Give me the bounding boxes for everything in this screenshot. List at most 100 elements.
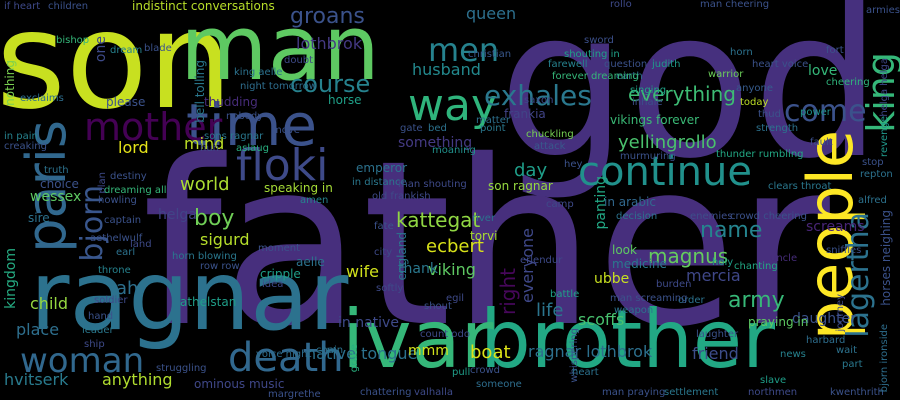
word-earth: earth <box>616 71 643 82</box>
word-sons-ragnar: sons ragnar <box>204 131 264 142</box>
word-earl: earl <box>116 247 136 258</box>
word-sigurd: sigurd <box>200 230 250 249</box>
word-come: come <box>784 94 867 129</box>
word-torvi: torvi <box>470 229 498 243</box>
word-softly: softly <box>376 283 404 294</box>
word-battle: battle <box>550 289 580 300</box>
word-today: today <box>740 97 769 108</box>
word-army: army <box>728 288 785 313</box>
word-daughter: daughter <box>792 311 856 327</box>
word-native-tongue: native tongue <box>306 344 418 363</box>
word-please: please <box>106 95 146 109</box>
word-man-screaming: man screaming <box>610 293 688 304</box>
word-floki: floki <box>236 140 329 191</box>
word-name: name <box>700 218 763 243</box>
word-heart-voice: heart voice <box>752 59 809 70</box>
word-uncle: uncle <box>770 253 798 264</box>
word-burden: burden <box>656 279 692 290</box>
word-nothing: nothing <box>3 60 17 106</box>
word-land: land <box>130 239 152 250</box>
word-king-aelle: king aelle <box>234 67 283 78</box>
word-inhale: inhale <box>632 97 663 108</box>
word-medicine: medicine <box>612 257 667 271</box>
word-chuckling: chuckling <box>526 129 574 140</box>
word-aelle: aelle <box>296 255 325 269</box>
word-idea: idea <box>262 279 284 290</box>
word-ivar: ivar <box>342 293 494 386</box>
word-power: power <box>800 107 831 118</box>
word-bed: bed <box>428 123 447 134</box>
word-valhalla: valhalla <box>414 387 453 398</box>
word-farewell: farewell <box>548 59 588 70</box>
word-right: right <box>496 268 520 315</box>
word-magnus: magnus <box>648 244 729 268</box>
word-armies: armies <box>866 5 900 16</box>
word-soldier: soldier <box>94 295 128 306</box>
word-count-odo: count odo <box>420 329 470 340</box>
word-bishop: bishop <box>56 35 90 46</box>
word-wife: wife <box>346 262 380 281</box>
word-screams: screams <box>806 219 865 235</box>
word-murmuring: murmuring <box>620 151 676 162</box>
word-leader: leader <box>82 325 114 336</box>
word-strength: strength <box>756 123 799 134</box>
word-thud: thud <box>758 109 781 120</box>
word-kingdom: kingdom <box>3 248 19 309</box>
word-exclaims: exclaims <box>20 93 64 104</box>
word-ecbert: ecbert <box>426 236 484 257</box>
word-night-tomorrow: night tomorrow <box>240 81 317 92</box>
word-man-shouting: man shouting <box>398 179 467 190</box>
word-wessex: wessex <box>30 189 82 205</box>
word-cripple: cripple <box>260 267 301 281</box>
word-sniffles: sniffles <box>826 245 862 256</box>
word-huh: huh <box>200 143 220 154</box>
word-son-ragnar: son ragnar <box>488 179 553 193</box>
word-bell-tolling: bell tolling <box>193 60 207 123</box>
word-shout: shout <box>424 301 452 312</box>
word-stop: stop <box>862 157 884 168</box>
word-margrethe: margrethe <box>268 389 321 400</box>
word-destiny: destiny <box>110 171 147 182</box>
word-howling: howling <box>98 195 137 206</box>
word-god: god <box>498 0 882 204</box>
word-ah: ah <box>116 278 139 299</box>
word-old-frankish: old frankish <box>372 191 431 202</box>
word-chattering: chattering <box>360 387 412 398</box>
word-son: son <box>0 0 233 139</box>
word-in-pain: in pain <box>4 131 38 142</box>
word-ragnar-lothbrok: ragnar lothbrok <box>528 342 653 361</box>
word-dreaming-all: dreaming all <box>104 185 167 196</box>
word-scoffs: scoffs <box>578 310 625 329</box>
word-saxon: saxon <box>524 95 554 106</box>
word-crowd: crowd <box>470 365 501 376</box>
word-yellingrollo: yellingrollo <box>618 132 717 153</box>
word-thank: thank <box>398 261 438 277</box>
word-journey: journey <box>835 294 846 332</box>
word-time: time <box>186 91 318 159</box>
word-creaking: creaking <box>4 141 47 152</box>
word-river: river <box>472 213 496 224</box>
word-slave: slave <box>760 375 787 386</box>
word-exhales: exhales <box>484 79 592 112</box>
word-england: england <box>395 232 409 281</box>
word-blade: blade <box>144 43 172 54</box>
word-laughter: laughter <box>696 329 739 340</box>
word-athelstan: athelstan <box>180 295 237 309</box>
word-lord: lord <box>118 138 149 157</box>
word-ubbe: ubbe <box>594 271 630 287</box>
word-move: move <box>272 125 300 136</box>
word-something: something <box>398 135 473 151</box>
word-chain: chain <box>316 345 344 356</box>
word-mother: mother <box>84 105 223 149</box>
word-captain: captain <box>104 215 142 226</box>
word-aethelwulf: aethelwulf <box>90 233 143 244</box>
word-hvitserk: hvitserk <box>4 370 69 389</box>
word-revenge: revenge <box>879 116 890 157</box>
word-erlendur: erlendur <box>520 255 563 266</box>
word-brother: brother <box>480 293 776 386</box>
word-fort: fort <box>826 45 844 56</box>
word-everything: everything <box>628 82 736 106</box>
word-judith: judith <box>652 59 681 70</box>
word-harbard: harbard <box>806 335 846 346</box>
